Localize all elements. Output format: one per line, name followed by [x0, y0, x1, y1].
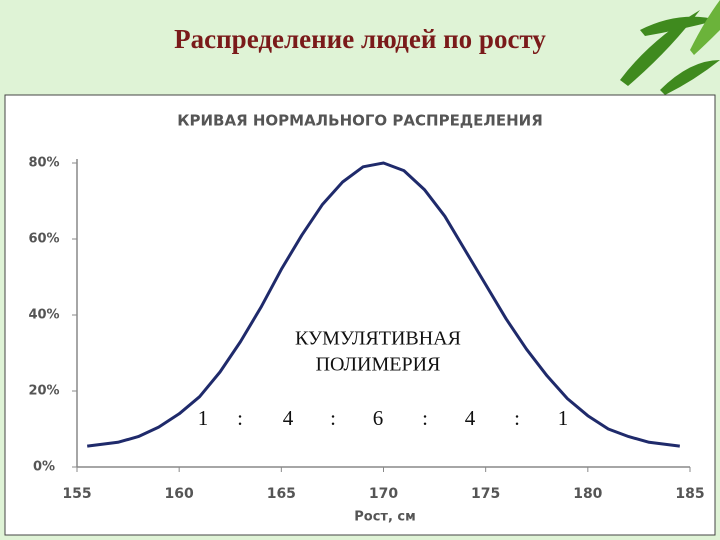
x-tick-label: 175 [471, 486, 500, 502]
annotation: КУМУЛЯТИВНАЯ [295, 328, 461, 350]
y-tick-label: 80% [28, 156, 59, 171]
y-tick-label: 60% [28, 232, 59, 247]
y-tick-label: 0% [33, 460, 55, 475]
ratio-item: 4 [283, 406, 294, 430]
slide-title: Распределение людей по росту [174, 24, 546, 54]
x-axis-title: Рост, см [354, 510, 416, 525]
y-tick-label: 40% [28, 308, 59, 323]
x-tick-label: 160 [165, 486, 194, 502]
ratio-item: : [237, 406, 243, 430]
x-tick-label: 180 [573, 486, 602, 502]
ratio-item: : [422, 406, 428, 430]
ratio-item: 6 [373, 406, 384, 430]
chart-title: КРИВАЯ НОРМАЛЬНОГО РАСПРЕДЕЛЕНИЯ [177, 112, 543, 130]
leaves [620, 0, 720, 95]
ratio-item: 1 [558, 406, 569, 430]
curve [87, 161, 680, 448]
ratio-item: 1 [198, 406, 209, 430]
annotation: ПОЛИМЕРИЯ [316, 354, 441, 376]
leaf [690, 0, 720, 55]
chart-area [4, 94, 716, 536]
ratio-item: : [514, 406, 520, 430]
leaf [660, 60, 720, 95]
x-tick-label: 165 [267, 486, 296, 502]
x-tick-label: 155 [62, 486, 91, 502]
y-tick-label: 20% [28, 384, 59, 399]
ratio-item: : [330, 406, 336, 430]
x-tick-label: 170 [369, 486, 398, 502]
leaf [640, 16, 718, 36]
x-tick-label: 185 [675, 486, 704, 502]
ratio-item: 4 [465, 406, 476, 430]
